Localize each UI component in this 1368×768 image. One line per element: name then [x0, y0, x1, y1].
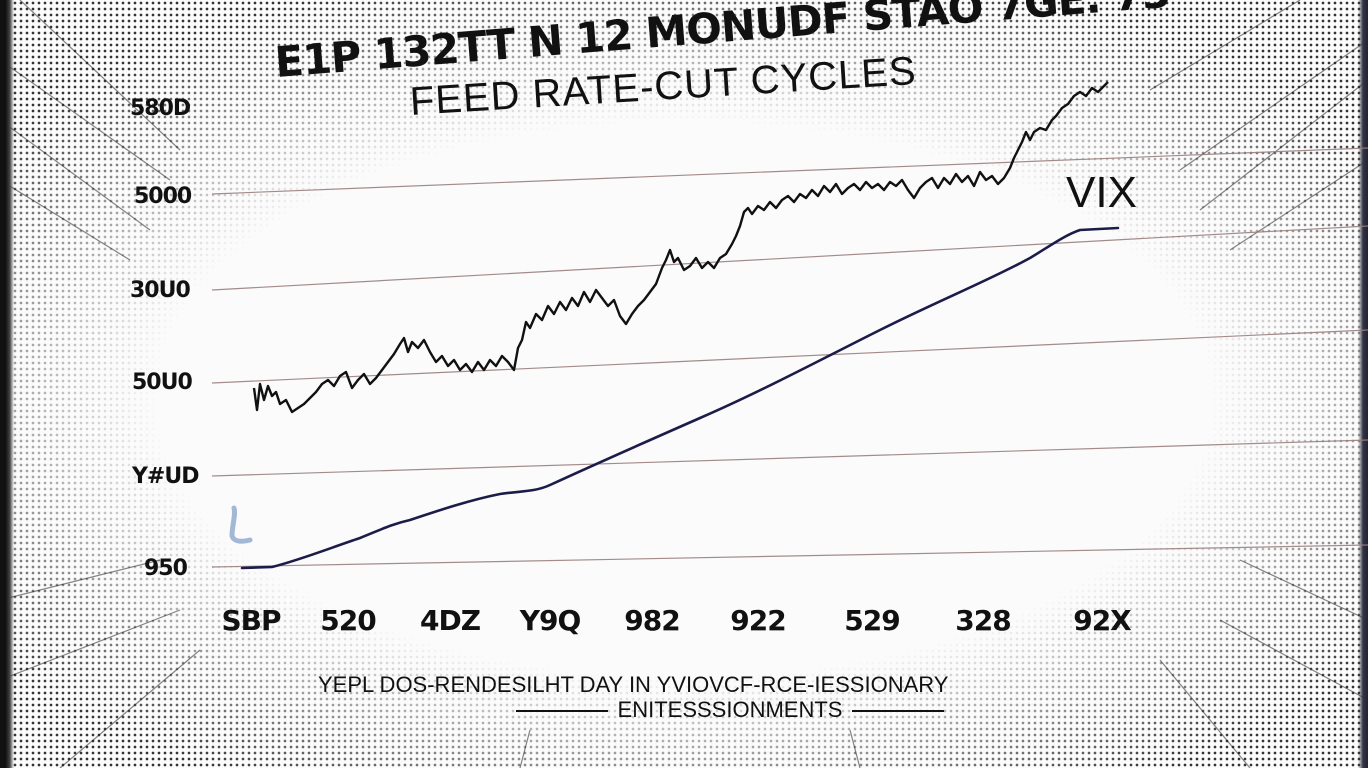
- y-tick-label: 950: [144, 556, 188, 581]
- x-tick-label: 922: [730, 604, 786, 637]
- x-tick-label: 982: [624, 604, 680, 637]
- blue-ink-mark: [229, 505, 253, 544]
- caption-rule-left: [515, 710, 608, 713]
- y-tick-label: 580D: [130, 96, 191, 121]
- right-border: [1358, 0, 1368, 768]
- x-tick-label: 4DZ: [419, 604, 481, 637]
- left-border: [0, 0, 14, 768]
- legend-vix-label: VIX: [1066, 168, 1137, 217]
- y-tick-label: 5000: [134, 184, 192, 209]
- x-tick-label: 92X: [1073, 604, 1132, 637]
- x-tick-label: 520: [320, 604, 376, 637]
- x-tick-label: 328: [955, 604, 1011, 637]
- y-tick-label: Y#UD: [132, 464, 200, 489]
- vix-line: [240, 226, 1120, 570]
- y-tick-label: 30U0: [130, 278, 191, 303]
- x-axis-caption-line2: ENITESSSIONMENTS: [470, 697, 990, 723]
- index-line: [252, 81, 1109, 414]
- x-tick-label: 529: [844, 604, 900, 637]
- x-tick-label: Y9Q: [519, 604, 582, 637]
- gridlines: [211, 147, 1368, 568]
- caption-rule-right: [852, 710, 945, 713]
- x-axis-caption: YEPL DOS-RENDESILHT DAY IN YVIOVCF-RCE-I…: [318, 672, 949, 697]
- caption-text: ENITESSSIONMENTS: [617, 697, 843, 722]
- x-tick-label: SBP: [221, 604, 281, 637]
- y-tick-label: 50U0: [132, 370, 193, 395]
